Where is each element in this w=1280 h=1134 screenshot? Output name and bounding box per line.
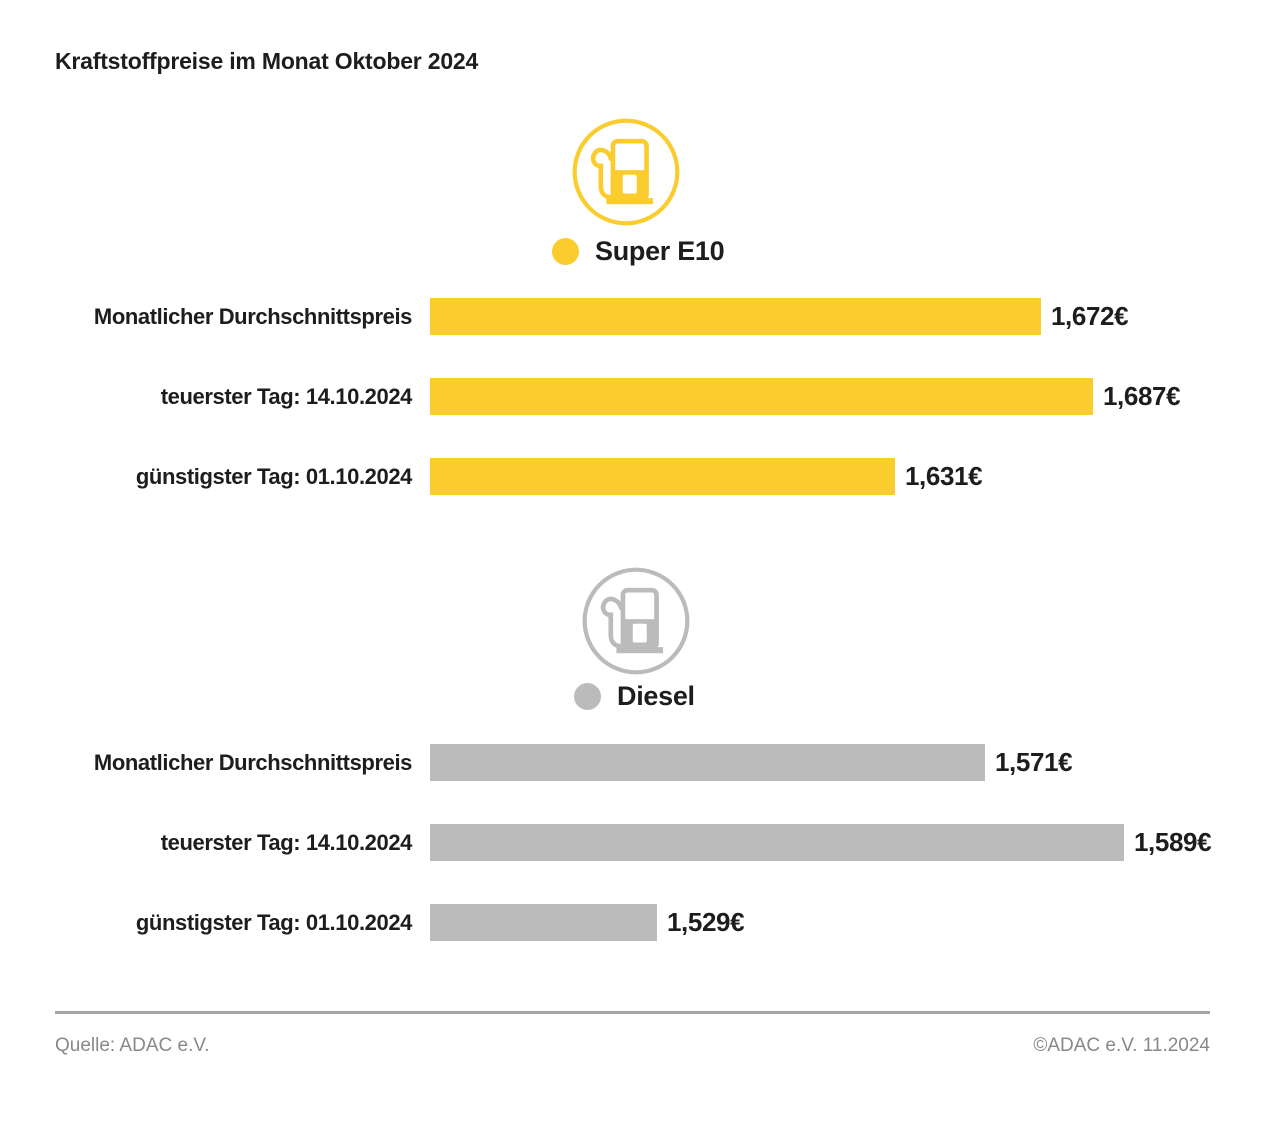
category-label: teuerster Tag: 14.10.2024	[160, 829, 413, 855]
copyright-text: ©ADAC e.V. 11.2024	[1033, 1035, 1210, 1056]
value-label: 1,571€	[995, 747, 1073, 777]
bar-row-super-min: günstigster Tag: 01.10.2024 1,631€	[0, 458, 1280, 495]
legend-diesel: Diesel	[574, 681, 695, 712]
category-label: Monatlicher Durchschnittspreis	[93, 749, 412, 775]
footer-divider	[55, 1011, 1210, 1014]
bar-row-super-max: teuerster Tag: 14.10.2024 1,687€	[0, 378, 1280, 415]
bar-row-diesel-max: teuerster Tag: 14.10.2024 1,589€	[0, 824, 1280, 861]
bar-super-max	[430, 378, 1093, 415]
fuel-pump-icon	[580, 565, 692, 677]
legend-super-e10: Super E10	[552, 236, 725, 267]
bar-super-average	[430, 298, 1041, 335]
bar-super-min	[430, 458, 895, 495]
bar-diesel-average	[430, 744, 985, 781]
fuel-pump-icon	[570, 116, 682, 228]
legend-label: Diesel	[617, 681, 695, 711]
value-label: 1,589€	[1134, 827, 1212, 857]
category-label: günstigster Tag: 01.10.2024	[135, 909, 413, 935]
legend-dot-icon	[552, 238, 579, 265]
legend-label: Super E10	[595, 236, 725, 266]
value-label: 1,529€	[667, 907, 745, 937]
category-label: günstigster Tag: 01.10.2024	[135, 463, 413, 489]
value-label: 1,672€	[1051, 301, 1129, 331]
category-label: Monatlicher Durchschnittspreis	[93, 303, 412, 329]
bar-diesel-min	[430, 904, 657, 941]
source-text: Quelle: ADAC e.V.	[55, 1035, 210, 1056]
bar-row-super-average: Monatlicher Durchschnittspreis 1,672€	[0, 298, 1280, 335]
value-label: 1,687€	[1103, 381, 1181, 411]
category-label: teuerster Tag: 14.10.2024	[160, 383, 413, 409]
value-label: 1,631€	[905, 461, 983, 491]
bar-row-diesel-min: günstigster Tag: 01.10.2024 1,529€	[0, 904, 1280, 941]
legend-dot-icon	[574, 683, 601, 710]
bar-row-diesel-average: Monatlicher Durchschnittspreis 1,571€	[0, 744, 1280, 781]
bar-diesel-max	[430, 824, 1124, 861]
footer: Quelle: ADAC e.V. ©ADAC e.V. 11.2024	[55, 1035, 1210, 1057]
page-title: Kraftstoffpreise im Monat Oktober 2024	[55, 48, 479, 74]
